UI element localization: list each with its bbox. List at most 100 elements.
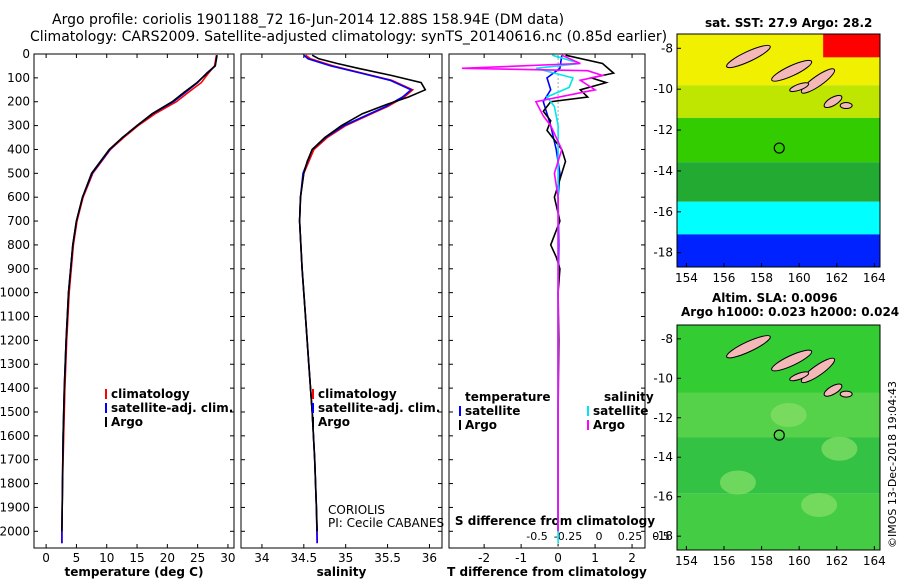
- depth-tick-label: 400: [7, 142, 30, 156]
- salinity-xtick-label: 36: [422, 551, 437, 565]
- depth-tick-label: 1700: [0, 453, 30, 467]
- sst-lat-tick-label: -10: [653, 82, 673, 96]
- sla-map-title-1: Altim. SLA: 0.0096: [712, 291, 838, 305]
- difference-xtick-label: -1: [515, 551, 527, 565]
- difference-axes-frame: [448, 53, 646, 549]
- sst-island: [839, 102, 853, 110]
- sst-lon-tick-label: 164: [863, 271, 886, 285]
- sst-lon-tick-label: 160: [788, 271, 811, 285]
- depth-tick-label: 900: [7, 262, 30, 276]
- figure-title-line1: Argo profile: coriolis 1901188_72 16-Jun…: [52, 12, 565, 28]
- sla-island: [839, 390, 853, 398]
- sst-lon-tick-label: 156: [713, 271, 736, 285]
- difference-xaxis-label: T difference from climatology: [447, 565, 647, 579]
- sla-island: [726, 335, 771, 359]
- depth-tick-label: 1800: [0, 477, 30, 491]
- temperature-xtick-label: 5: [73, 551, 81, 565]
- s-diff-tick-label: -0.25: [554, 530, 582, 543]
- depth-tick-label: 1500: [0, 405, 30, 419]
- sst-map-field: [677, 201, 880, 235]
- sst-island: [823, 94, 843, 109]
- sla-map-field: [719, 470, 756, 495]
- sst-map-field: [677, 234, 880, 267]
- sla-lat-tick-label: -16: [653, 490, 673, 504]
- sst-lon-tick-label: 154: [675, 271, 698, 285]
- sst-lat-tick-label: -14: [653, 164, 673, 178]
- sla-lon-tick-label: 154: [675, 554, 698, 568]
- sst-map-field: [677, 162, 880, 202]
- sla-lat-tick-label: -14: [653, 450, 673, 464]
- temperature-xtick-label: 30: [220, 551, 235, 565]
- depth-tick-label: 200: [7, 95, 30, 109]
- s-diff-axis-label: S difference from climatology: [455, 514, 655, 528]
- sla-lat-tick-label: -12: [653, 411, 673, 425]
- sla-lon-tick-label: 160: [788, 554, 811, 568]
- legend-label-salinity: satellite-adj. clim.: [318, 401, 440, 415]
- sst-island: [771, 59, 813, 82]
- sla-map-title-2: Argo h1000: 0.023 h2000: 0.024: [681, 305, 900, 319]
- legend-salinity-title: salinity: [604, 390, 654, 404]
- depth-tick-label: 500: [7, 166, 30, 180]
- sst-island: [800, 68, 836, 94]
- s-diff-tick-label: 0.5: [652, 530, 670, 543]
- legend-label-s: satellite: [593, 404, 648, 418]
- temperature-xtick-label: 20: [160, 551, 175, 565]
- salinity-xtick-label: 35.5: [374, 551, 401, 565]
- sla-lat-tick-label: -18: [653, 529, 673, 543]
- temperature-xtick-label: 15: [129, 551, 144, 565]
- difference-xtick-label: -2: [478, 551, 490, 565]
- depth-tick-label: 1900: [0, 500, 30, 514]
- legend-label-salinity: Argo: [318, 415, 350, 429]
- salinity-xaxis-label: salinity: [317, 565, 367, 579]
- legend-label-temperature: climatology: [111, 387, 190, 401]
- depth-tick-label: 700: [7, 214, 30, 228]
- sla-map-frame: [676, 324, 881, 551]
- sla-map-field: [677, 325, 880, 393]
- difference-xtick-label: 1: [591, 551, 599, 565]
- sla-lat-tick-label: -8: [661, 332, 673, 346]
- sst-lon-tick-label: 162: [825, 271, 848, 285]
- sst-map-field: [823, 34, 880, 58]
- temperature-xtick-label: 0: [42, 551, 50, 565]
- s-diff-tick-label: 0.25: [618, 530, 643, 543]
- sla-lon-tick-label: 158: [750, 554, 773, 568]
- depth-tick-label: 1300: [0, 357, 30, 371]
- sst-float-marker: [773, 142, 785, 154]
- sst-island: [726, 44, 771, 69]
- pi-annotation: CORIOLIS: [328, 503, 385, 517]
- depth-tick-label: 300: [7, 119, 30, 133]
- depth-tick-label: 1400: [0, 381, 30, 395]
- legend-label-temperature: Argo: [111, 415, 143, 429]
- depth-tick-label: 1000: [0, 286, 30, 300]
- temperature-xtick-label: 10: [99, 551, 114, 565]
- depth-tick-label: 2000: [0, 524, 30, 538]
- depth-tick-label: 1200: [0, 333, 30, 347]
- pi-annotation: PI: Cecile CABANES: [328, 516, 444, 530]
- sst-lat-tick-label: -8: [661, 41, 673, 55]
- sla-island: [789, 371, 810, 382]
- depth-tick-label: 1600: [0, 429, 30, 443]
- sla-map-field: [821, 436, 858, 461]
- sla-island: [823, 383, 843, 397]
- depth-tick-label: 800: [7, 238, 30, 252]
- figure-title-line2: Climatology: CARS2009. Satellite-adjuste…: [30, 29, 668, 45]
- legend-temperature-title: temperature: [465, 390, 550, 404]
- temperature-xtick-label: 25: [190, 551, 205, 565]
- legend-label-temperature: satellite-adj. clim.: [111, 401, 233, 415]
- salinity-axes-frame: [240, 53, 443, 549]
- sst-map-title: sat. SST: 27.9 Argo: 28.2: [705, 16, 873, 30]
- temperature-series-argo: [61, 55, 218, 532]
- sst-lon-tick-label: 158: [750, 271, 773, 285]
- sla-map-field: [677, 493, 880, 550]
- salinity-xtick-label: 34.5: [290, 551, 317, 565]
- sla-island: [800, 357, 836, 384]
- sla-map-field: [770, 403, 807, 427]
- legend-label-t: Argo: [465, 418, 497, 432]
- depth-tick-label: 1100: [0, 310, 30, 324]
- sla-lat-tick-label: -10: [653, 371, 673, 385]
- sla-float-marker: [773, 429, 785, 441]
- sla-lon-tick-label: 156: [713, 554, 736, 568]
- sst-lat-tick-label: -16: [653, 205, 673, 219]
- salinity-xtick-label: 35: [338, 551, 353, 565]
